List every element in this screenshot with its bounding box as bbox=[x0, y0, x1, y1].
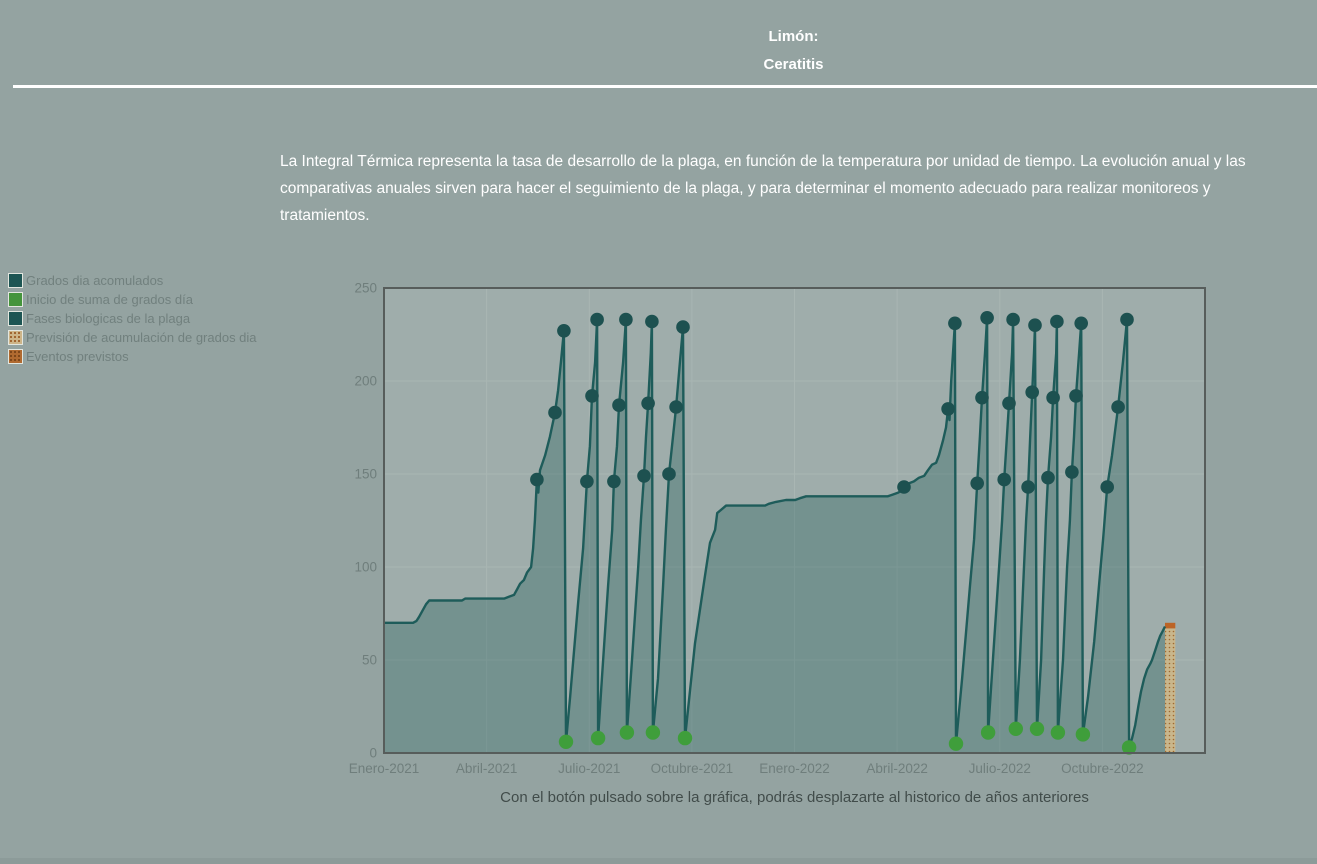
legend-label: Fases biologicas de la plaga bbox=[26, 311, 191, 326]
legend-item-prevision-acumulacion[interactable]: Previsión de acumulación de grados dia bbox=[8, 328, 257, 347]
legend-label: Previsión de acumulación de grados dia bbox=[26, 330, 257, 345]
page-title-pest: Ceratitis bbox=[763, 56, 824, 73]
legend-item-eventos-previstos[interactable]: Eventos previstos bbox=[8, 347, 257, 366]
svg-text:200: 200 bbox=[354, 374, 377, 389]
svg-text:Abril-2022: Abril-2022 bbox=[866, 761, 928, 776]
thermal-integral-description: La Integral Térmica representa la tasa d… bbox=[280, 153, 1246, 224]
legend-item-fases-biologicas[interactable]: Fases biologicas de la plaga bbox=[8, 309, 257, 328]
integral-termica-chart[interactable]: 0 50 100 150 200 250 Enero-2021 Abril-2021 Julio… bbox=[340, 278, 1220, 778]
legend-swatch-fases-icon bbox=[8, 311, 23, 326]
svg-text:100: 100 bbox=[354, 560, 377, 575]
footer-bar bbox=[0, 858, 1317, 864]
svg-text:Octubre-2021: Octubre-2021 bbox=[651, 761, 734, 776]
legend-swatch-inicio-icon bbox=[8, 292, 23, 307]
svg-text:Julio-2021: Julio-2021 bbox=[558, 761, 620, 776]
svg-text:Julio-2022: Julio-2022 bbox=[969, 761, 1031, 776]
svg-text:Octubre-2022: Octubre-2022 bbox=[1061, 761, 1144, 776]
svg-text:0: 0 bbox=[369, 746, 377, 761]
page-title-crop: Limón: bbox=[768, 28, 819, 45]
legend-label: Grados dia acomulados bbox=[26, 273, 164, 288]
chart-legend: Grados dia acomulados Inicio de suma de … bbox=[8, 271, 257, 366]
legend-label: Eventos previstos bbox=[26, 349, 129, 364]
legend-label: Inicio de suma de grados día bbox=[26, 292, 193, 307]
legend-item-grados-dia-acomulados[interactable]: Grados dia acomulados bbox=[8, 271, 257, 290]
svg-text:50: 50 bbox=[362, 653, 377, 668]
chart-drag-hint: Con el botón pulsado sobre la gráfica, p… bbox=[500, 789, 1089, 806]
svg-text:Enero-2022: Enero-2022 bbox=[759, 761, 830, 776]
legend-swatch-grados-dia-icon bbox=[8, 273, 23, 288]
legend-item-inicio-suma-grados[interactable]: Inicio de suma de grados día bbox=[8, 290, 257, 309]
svg-text:Abril-2021: Abril-2021 bbox=[456, 761, 518, 776]
svg-text:150: 150 bbox=[354, 467, 377, 482]
legend-swatch-prevision-icon bbox=[8, 330, 23, 345]
svg-text:250: 250 bbox=[354, 281, 377, 296]
legend-swatch-eventos-icon bbox=[8, 349, 23, 364]
header-divider bbox=[13, 85, 1317, 88]
svg-text:Enero-2021: Enero-2021 bbox=[349, 761, 420, 776]
